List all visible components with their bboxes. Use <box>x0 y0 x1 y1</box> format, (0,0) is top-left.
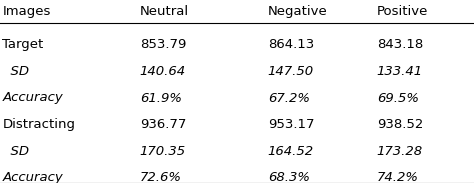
Text: 69.5%: 69.5% <box>377 92 419 104</box>
Text: Target: Target <box>2 38 44 51</box>
Text: 147.50: 147.50 <box>268 65 314 78</box>
Text: 72.6%: 72.6% <box>140 171 182 183</box>
Text: Positive: Positive <box>377 5 428 18</box>
Text: 173.28: 173.28 <box>377 145 423 158</box>
Text: 74.2%: 74.2% <box>377 171 419 183</box>
Text: 68.3%: 68.3% <box>268 171 310 183</box>
Text: 938.52: 938.52 <box>377 118 423 131</box>
Text: Accuracy: Accuracy <box>2 171 63 183</box>
Text: 170.35: 170.35 <box>140 145 186 158</box>
Text: 133.41: 133.41 <box>377 65 423 78</box>
Text: 936.77: 936.77 <box>140 118 186 131</box>
Text: Negative: Negative <box>268 5 328 18</box>
Text: Neutral: Neutral <box>140 5 189 18</box>
Text: 67.2%: 67.2% <box>268 92 310 104</box>
Text: Distracting: Distracting <box>2 118 75 131</box>
Text: 853.79: 853.79 <box>140 38 186 51</box>
Text: Accuracy: Accuracy <box>2 92 63 104</box>
Text: 61.9%: 61.9% <box>140 92 182 104</box>
Text: 140.64: 140.64 <box>140 65 186 78</box>
Text: 164.52: 164.52 <box>268 145 314 158</box>
Text: Images: Images <box>2 5 51 18</box>
Text: SD: SD <box>2 65 29 78</box>
Text: 843.18: 843.18 <box>377 38 423 51</box>
Text: SD: SD <box>2 145 29 158</box>
Text: 864.13: 864.13 <box>268 38 314 51</box>
Text: 953.17: 953.17 <box>268 118 314 131</box>
